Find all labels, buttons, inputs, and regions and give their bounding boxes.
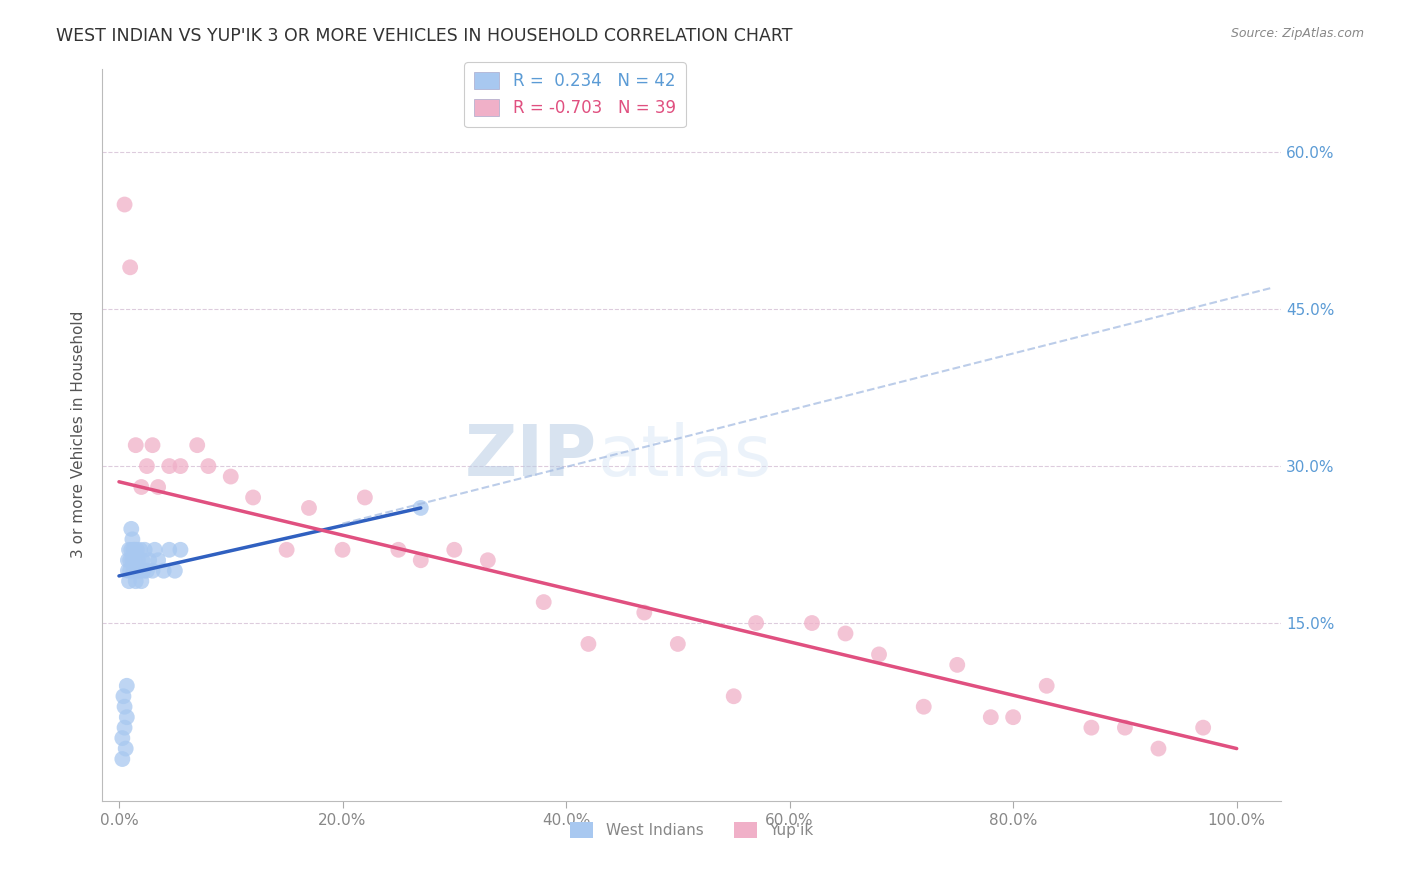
Point bbox=[723, 690, 745, 704]
Point bbox=[111, 752, 134, 766]
Point bbox=[980, 710, 1002, 724]
Point bbox=[135, 459, 157, 474]
Point bbox=[633, 606, 655, 620]
Point bbox=[120, 542, 142, 557]
Point bbox=[141, 438, 163, 452]
Point bbox=[132, 564, 155, 578]
Point bbox=[120, 260, 142, 275]
Point bbox=[114, 721, 136, 735]
Point bbox=[120, 522, 142, 536]
Point bbox=[138, 553, 160, 567]
Point bbox=[146, 553, 169, 567]
Point bbox=[169, 459, 191, 474]
Point bbox=[124, 553, 146, 567]
Point bbox=[1192, 721, 1215, 735]
Point bbox=[152, 564, 174, 578]
Legend: West Indians, Yup'ik: West Indians, Yup'ik bbox=[564, 816, 820, 845]
Point bbox=[800, 615, 823, 630]
Point bbox=[745, 615, 768, 630]
Point bbox=[111, 731, 134, 745]
Point bbox=[409, 553, 432, 567]
Point bbox=[135, 564, 157, 578]
Point bbox=[131, 574, 153, 589]
Point bbox=[533, 595, 555, 609]
Point bbox=[125, 574, 148, 589]
Point bbox=[946, 657, 969, 672]
Point bbox=[242, 491, 264, 505]
Point bbox=[912, 699, 935, 714]
Point bbox=[114, 197, 136, 211]
Point bbox=[117, 564, 139, 578]
Point bbox=[121, 553, 143, 567]
Point bbox=[169, 542, 191, 557]
Point bbox=[157, 459, 180, 474]
Point bbox=[143, 542, 166, 557]
Point bbox=[124, 542, 146, 557]
Point bbox=[121, 533, 143, 547]
Point bbox=[477, 553, 499, 567]
Text: atlas: atlas bbox=[598, 422, 772, 491]
Point bbox=[112, 690, 135, 704]
Point bbox=[666, 637, 689, 651]
Point bbox=[141, 564, 163, 578]
Y-axis label: 3 or more Vehicles in Household: 3 or more Vehicles in Household bbox=[72, 311, 86, 558]
Point bbox=[146, 480, 169, 494]
Point bbox=[117, 553, 139, 567]
Point bbox=[131, 553, 153, 567]
Point bbox=[332, 542, 354, 557]
Point bbox=[1002, 710, 1025, 724]
Point bbox=[120, 564, 142, 578]
Point bbox=[157, 542, 180, 557]
Point bbox=[197, 459, 219, 474]
Point bbox=[276, 542, 298, 557]
Point bbox=[1035, 679, 1057, 693]
Point bbox=[134, 542, 156, 557]
Point bbox=[1147, 741, 1170, 756]
Point bbox=[127, 553, 149, 567]
Point bbox=[115, 679, 138, 693]
Point bbox=[120, 553, 142, 567]
Point bbox=[163, 564, 186, 578]
Point bbox=[443, 542, 465, 557]
Point bbox=[128, 564, 150, 578]
Text: Source: ZipAtlas.com: Source: ZipAtlas.com bbox=[1230, 27, 1364, 40]
Point bbox=[118, 574, 141, 589]
Text: ZIP: ZIP bbox=[465, 422, 598, 491]
Point bbox=[125, 564, 148, 578]
Point bbox=[122, 564, 145, 578]
Point bbox=[1114, 721, 1136, 735]
Point bbox=[122, 542, 145, 557]
Text: WEST INDIAN VS YUP'IK 3 OR MORE VEHICLES IN HOUSEHOLD CORRELATION CHART: WEST INDIAN VS YUP'IK 3 OR MORE VEHICLES… bbox=[56, 27, 793, 45]
Point bbox=[131, 480, 153, 494]
Point bbox=[114, 699, 136, 714]
Point bbox=[578, 637, 600, 651]
Point bbox=[298, 500, 321, 515]
Point bbox=[409, 500, 432, 515]
Point bbox=[114, 741, 136, 756]
Point bbox=[1080, 721, 1102, 735]
Point bbox=[219, 469, 242, 483]
Point bbox=[129, 542, 152, 557]
Point bbox=[125, 542, 148, 557]
Point bbox=[868, 648, 890, 662]
Point bbox=[118, 542, 141, 557]
Point bbox=[387, 542, 409, 557]
Point bbox=[186, 438, 208, 452]
Point bbox=[354, 491, 377, 505]
Point bbox=[125, 438, 148, 452]
Point bbox=[115, 710, 138, 724]
Point bbox=[834, 626, 856, 640]
